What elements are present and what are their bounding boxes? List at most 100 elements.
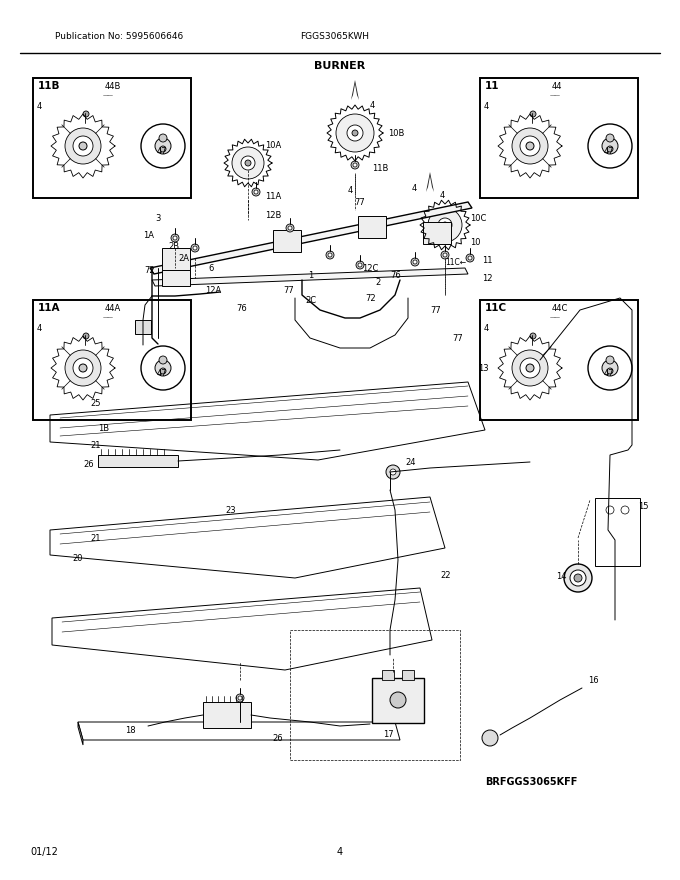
Text: 17: 17 [383, 730, 394, 738]
Circle shape [602, 138, 618, 154]
Text: ——: —— [103, 316, 114, 320]
Text: 22: 22 [440, 570, 450, 580]
Text: 77: 77 [452, 334, 463, 342]
Circle shape [171, 234, 179, 242]
Circle shape [526, 142, 534, 150]
Circle shape [520, 136, 540, 156]
Bar [480, 78, 638, 198]
Circle shape [347, 125, 363, 141]
Circle shape [390, 469, 396, 475]
Text: 6: 6 [208, 263, 214, 273]
Text: FGGS3065KWH: FGGS3065KWH [300, 32, 369, 40]
Circle shape [141, 124, 185, 168]
Text: 11C: 11C [485, 303, 507, 313]
Text: 4: 4 [37, 101, 42, 111]
Text: 12: 12 [482, 274, 492, 282]
Text: 11: 11 [482, 255, 492, 265]
Text: 10A: 10A [265, 141, 282, 150]
Text: 01/12: 01/12 [30, 847, 58, 857]
Text: 24: 24 [405, 458, 415, 466]
Bar [382, 670, 394, 680]
Circle shape [428, 208, 462, 242]
Circle shape [336, 114, 374, 152]
Text: 47: 47 [157, 146, 168, 156]
Circle shape [83, 333, 89, 339]
Circle shape [443, 253, 447, 257]
Bar [33, 300, 191, 420]
Text: 12C: 12C [362, 263, 378, 273]
Text: 4: 4 [37, 324, 42, 333]
Circle shape [607, 146, 613, 152]
Text: 4: 4 [348, 186, 353, 194]
Text: 11C←: 11C← [445, 258, 466, 267]
Polygon shape [351, 80, 359, 100]
Circle shape [173, 236, 177, 240]
Text: 4: 4 [370, 100, 375, 109]
Circle shape [65, 128, 101, 164]
Bar [98, 455, 178, 467]
Text: 2A: 2A [178, 253, 189, 262]
Text: 2C: 2C [305, 296, 316, 304]
Circle shape [574, 574, 582, 582]
Circle shape [482, 730, 498, 746]
Text: 11B: 11B [38, 81, 61, 91]
Circle shape [570, 570, 586, 586]
Circle shape [512, 350, 548, 386]
Bar [372, 678, 424, 723]
Circle shape [466, 254, 474, 262]
Circle shape [73, 358, 93, 378]
Text: 47: 47 [604, 146, 615, 156]
Circle shape [356, 261, 364, 269]
Text: 4: 4 [337, 847, 343, 857]
Text: 14: 14 [556, 571, 566, 581]
Bar [135, 320, 151, 334]
Text: 21: 21 [90, 441, 101, 450]
Circle shape [441, 251, 449, 259]
Bar [162, 248, 190, 270]
Circle shape [65, 350, 101, 386]
Text: 72: 72 [144, 266, 154, 275]
Text: 18: 18 [125, 725, 135, 735]
Text: ——: —— [550, 316, 561, 320]
Circle shape [411, 258, 419, 266]
Text: 76: 76 [236, 304, 247, 312]
Text: 11A: 11A [265, 192, 282, 201]
Circle shape [606, 506, 614, 514]
Circle shape [328, 253, 332, 257]
Text: 2B: 2B [168, 241, 179, 251]
Circle shape [526, 364, 534, 372]
Text: 26: 26 [272, 734, 283, 743]
Circle shape [438, 218, 452, 232]
Text: ——: —— [103, 93, 114, 99]
Circle shape [602, 360, 618, 376]
Text: 77: 77 [283, 285, 294, 295]
Bar [358, 216, 386, 238]
Circle shape [564, 564, 592, 592]
Circle shape [159, 134, 167, 142]
Circle shape [288, 226, 292, 230]
Circle shape [352, 130, 358, 136]
Circle shape [530, 111, 536, 117]
Circle shape [83, 111, 89, 117]
Circle shape [606, 356, 614, 364]
Polygon shape [78, 722, 83, 745]
Text: 10B: 10B [388, 128, 405, 137]
Circle shape [245, 160, 251, 166]
Text: 20: 20 [72, 554, 82, 562]
Text: 15: 15 [638, 502, 649, 510]
Circle shape [160, 146, 166, 152]
Circle shape [520, 358, 540, 378]
Text: 16: 16 [588, 676, 598, 685]
Circle shape [468, 256, 472, 260]
Text: 44A: 44A [105, 304, 121, 312]
Circle shape [606, 134, 614, 142]
Circle shape [286, 224, 294, 232]
Circle shape [353, 163, 357, 167]
Bar [33, 78, 191, 198]
Polygon shape [426, 172, 434, 192]
Text: 25: 25 [90, 399, 101, 407]
Circle shape [236, 694, 244, 702]
Bar [203, 702, 251, 728]
Text: 4: 4 [440, 190, 445, 200]
Circle shape [588, 124, 632, 168]
